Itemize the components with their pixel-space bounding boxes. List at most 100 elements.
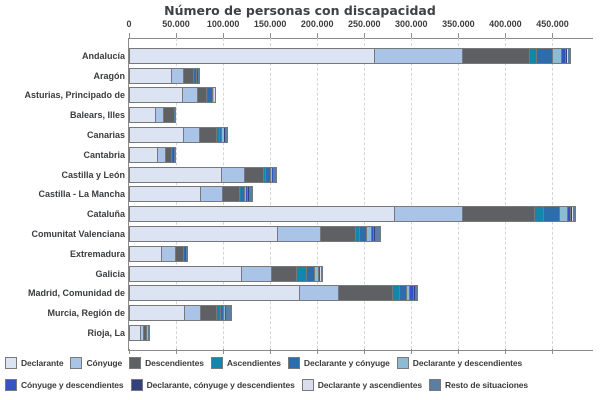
bar-segment [130,128,184,143]
stacked-bar [129,305,232,322]
x-tick-mark-bottom [364,349,366,354]
stacked-bar [129,265,324,282]
bar-segment [214,88,216,103]
bar-segment [374,227,376,242]
legend-item: Declarante [5,357,64,369]
legend-label: Resto de situaciones [445,380,529,390]
legend-item: Resto de situaciones [429,379,528,391]
legend-swatch [396,357,409,369]
bar-segment [278,227,321,242]
bar-segment [130,326,141,341]
bar-row: Canarias [0,125,600,145]
bar-segment [240,187,242,202]
x-tick-mark-bottom [317,349,319,354]
bar-segment [360,227,368,242]
region-label: Comunitat Valenciana [31,229,125,240]
x-tick-label: 150.000 [253,19,287,29]
x-tick-mark-bottom [411,349,413,354]
bar-segment [572,207,576,222]
bar-segment [273,167,276,182]
bar-segment [570,207,572,222]
x-tick-mark-top [411,33,413,38]
bar-segment [130,167,223,182]
bar-segment [530,48,538,63]
bar-segment [560,207,568,222]
bar-segment [222,128,224,143]
x-tick-label: 450.000 [536,19,569,29]
legend-row-2: Cónyuge y descendientes Declarante, cónyu… [5,379,535,391]
region-label: Asturias, Principado de [24,90,125,101]
stacked-bar [129,127,229,144]
bar-segment [198,88,207,103]
legend-label: Cónyuge y descendientes [21,380,124,390]
legend-item: Declarante y ascendientes [301,379,422,391]
bar-row: Cantabria [0,145,600,165]
stacked-bar [129,186,253,203]
bar-row: Madrid, Comunidad de [0,284,600,304]
bar-segment [130,227,279,242]
legend-item: Declarante, cónyuge y descendientes [130,379,295,391]
bar-segment [562,48,567,63]
region-label: Andalucía [81,50,125,61]
stacked-bar [129,47,571,64]
legend-swatch [210,357,223,369]
bar-segment [535,207,545,222]
stacked-bar [129,67,200,84]
bar-segment [406,286,411,301]
region-label: Madrid, Comunidad de [27,288,125,299]
bar-segment [226,306,231,321]
x-tick-mark-top [552,33,554,38]
bar-segment [184,306,202,321]
legend-item: Ascendientes [210,357,281,369]
bar-segment [223,128,225,143]
bar-row: Castilla - La Mancha [0,185,600,205]
gridline [411,38,413,349]
bar-segment [245,167,264,182]
bar-segment [537,48,554,63]
x-tick-label: 100.000 [206,19,240,29]
bar-segment [371,227,374,242]
bar-segment [306,266,315,281]
bar-segment [245,187,249,202]
bar-segment [568,48,570,63]
bar-row: Andalucía [0,46,600,66]
bar-segment [224,128,228,143]
bars-area: Andalucía Aragón Asturias, Principado de Ba… [0,38,600,349]
region-label: Balears, Illes [69,110,125,121]
bar-segment [183,128,200,143]
gridline [364,38,366,349]
bar-segment [196,68,198,83]
x-tick-label: 250.000 [347,19,381,29]
legend-label: Cónyuge [86,358,123,368]
bar-row: Asturias, Principado de [0,86,600,106]
x-tick-mark-top [223,33,225,38]
region-label: Galicia [95,268,125,279]
bar-segment [394,207,464,222]
x-tick-mark-top [364,33,366,38]
legend-item: Declarante y descendientes [396,357,522,369]
bar-row: Murcia, Región de [0,303,600,323]
bar-segment [225,306,226,321]
bar-segment [222,167,246,182]
bar-segment [414,286,416,301]
bar-segment [199,128,217,143]
bar-segment [216,306,221,321]
bar-segment [463,48,531,63]
bar-segment [183,68,194,83]
bar-row: Rioja, La [0,323,600,343]
bar-segment [173,147,175,162]
region-label: Cantabria [83,149,125,160]
bar-row: Cataluña [0,204,600,224]
bar-segment [147,326,149,341]
x-tick-mark-bottom [505,349,507,354]
stacked-bar [129,146,176,163]
bar-segment [162,246,176,261]
bar-segment [143,326,147,341]
x-tick-label: 300.000 [395,19,428,29]
gridline [458,38,460,349]
legend-swatch [5,379,17,391]
bar-segment [375,227,381,242]
bar-segment [296,266,307,281]
bar-segment [207,88,213,103]
bar-segment [248,187,252,202]
